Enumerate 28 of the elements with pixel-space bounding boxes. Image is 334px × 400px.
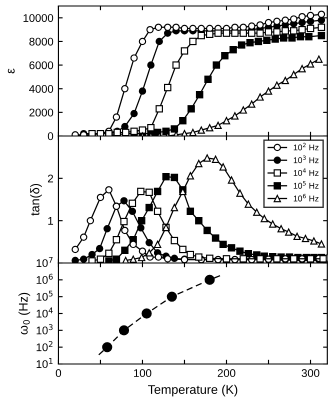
legend-label: 10$^{6}$ Hz bbox=[294, 194, 319, 202]
y-axis-title: tan(δ) bbox=[30, 184, 42, 216]
y-tick-label: 1 bbox=[48, 217, 54, 225]
y-tick-label: 10$^{4}$ bbox=[36, 308, 53, 318]
x-tick-label: 0 bbox=[56, 369, 62, 378]
y-tick-label: 10$^{5}$ bbox=[36, 290, 53, 301]
y-tick-label: 2000 bbox=[29, 108, 54, 116]
y-axis-title: ω$_{0}$ (Hz) bbox=[18, 292, 30, 334]
x-tick-label: 300 bbox=[302, 369, 320, 378]
y-tick-label: 10$^{6}$ bbox=[36, 274, 53, 284]
x-tick-label: 200 bbox=[218, 369, 236, 378]
y-tick-label: 4000 bbox=[29, 84, 54, 93]
y-axis-title: ε bbox=[8, 68, 15, 74]
y-tick-label: 2 bbox=[48, 174, 54, 182]
y-tick-label: 10$^{3}$ bbox=[36, 324, 53, 334]
x-axis-title: Temperature (K) bbox=[148, 384, 238, 396]
y-tick-label: 10$^{2}$ bbox=[36, 341, 52, 352]
y-tick-label: 10$^{1}$ bbox=[36, 358, 53, 368]
legend-label: 10$^{3}$ Hz bbox=[294, 156, 319, 164]
y-tick-label: 6000 bbox=[29, 61, 54, 70]
y-tick-label: 8000 bbox=[29, 38, 54, 46]
y-tick-label: 10000 bbox=[24, 14, 54, 22]
legend-label: 10$^{2}$ Hz bbox=[294, 142, 319, 150]
legend-label: 10$^{4}$ Hz bbox=[294, 168, 319, 176]
x-tick-label: 100 bbox=[134, 369, 152, 378]
y-tick-label: 10$^{7}$ bbox=[36, 257, 53, 268]
y-tick-label: 0 bbox=[48, 132, 54, 140]
legend-label: 10$^{5}$ Hz bbox=[294, 181, 319, 189]
